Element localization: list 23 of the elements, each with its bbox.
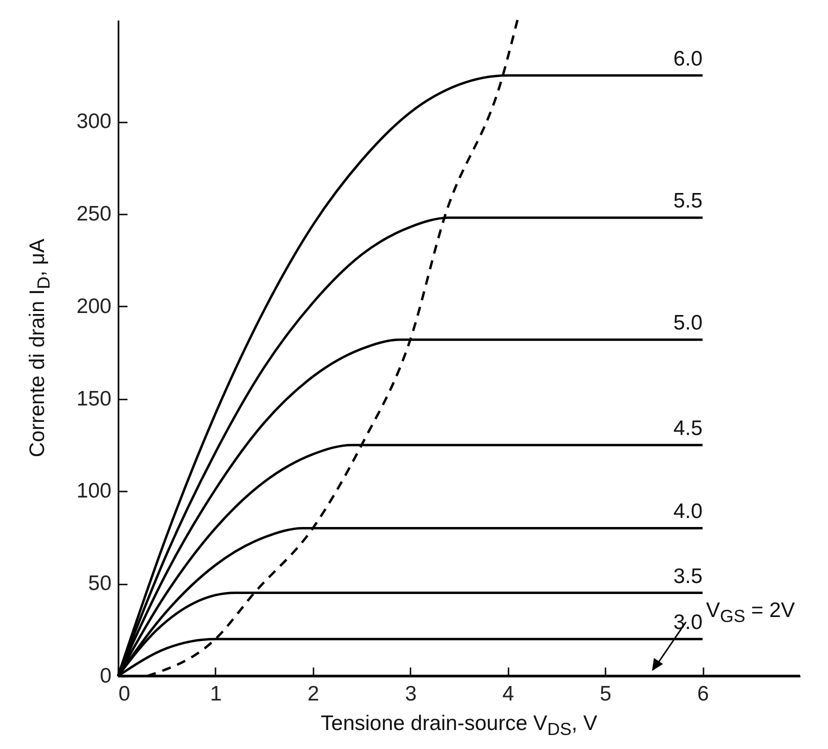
annotation: V$_{GS}$ = 2V: [706, 599, 795, 626]
x-tick-label: 0: [118, 682, 130, 706]
y-tick-label: 50: [88, 572, 112, 596]
series-label: 4.5: [673, 417, 703, 440]
x-tick-label: 4: [502, 682, 514, 706]
series-label: 4.0: [673, 500, 703, 524]
x-tick-label: 3: [404, 682, 417, 706]
x-axis-title: Tensione drain-source V$_{DS}$, V: [320, 712, 598, 740]
y-tick-label: 0: [100, 664, 112, 688]
x-tick-label: 1: [210, 682, 222, 706]
series-label: 3.5: [673, 564, 703, 588]
x-tick-label: 6: [697, 682, 709, 706]
x-tick-label: 5: [600, 682, 612, 706]
x-tick-label: 2: [308, 682, 320, 706]
series-label: 3.0: [673, 611, 703, 634]
series-label: 5.5: [673, 190, 703, 213]
series-label: 6.0: [673, 47, 703, 70]
y-tick-label: 250: [76, 202, 112, 226]
y-tick-label: 150: [76, 387, 112, 410]
series-label: 5.0: [673, 312, 703, 335]
y-tick-label: 300: [76, 110, 112, 134]
y-tick-label: 100: [76, 480, 112, 503]
y-tick-label: 200: [76, 294, 112, 318]
